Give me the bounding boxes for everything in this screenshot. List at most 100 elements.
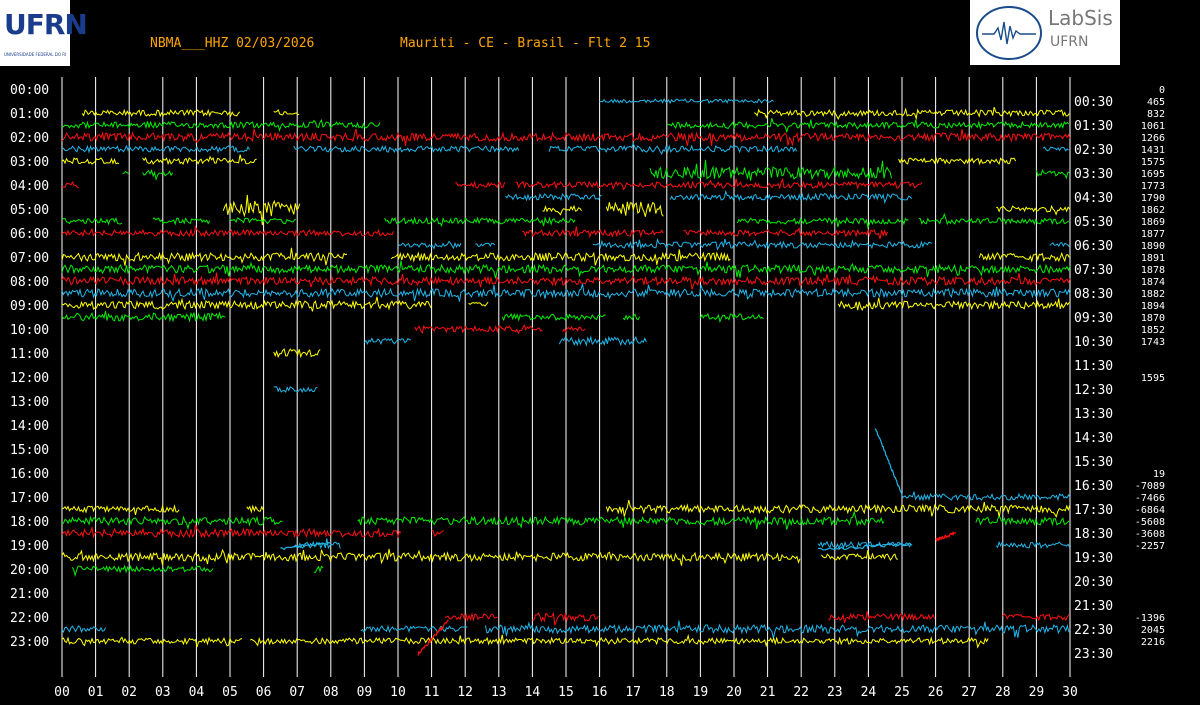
y-tick-label-right: 08:30 — [1074, 287, 1113, 302]
y-tick-label-right: 16:30 — [1074, 479, 1113, 494]
y-tick-label-right: 01:30 — [1074, 119, 1113, 134]
y-tick-label-right: 06:30 — [1074, 239, 1113, 254]
trace-segment-row-10 — [542, 204, 582, 216]
trace-segment-row-35 — [61, 504, 180, 516]
labsis-title: LabSis — [1048, 6, 1113, 30]
trace-segment-row-1 — [599, 98, 774, 105]
line-offset-value: 1877 — [1141, 229, 1165, 240]
trace-segment-row-5 — [61, 144, 250, 154]
line-offset-value: 1894 — [1141, 301, 1165, 312]
trace-segment-row-18 — [837, 297, 1070, 312]
line-offset-value: -3608 — [1135, 529, 1165, 540]
x-tick-label: 13 — [491, 685, 507, 700]
x-tick-label: 02 — [121, 685, 137, 700]
x-tick-label: 05 — [222, 685, 238, 700]
y-tick-label-left: 03:00 — [10, 155, 49, 170]
x-tick-label: 00 — [54, 685, 70, 700]
ufrn-logo-subtitle: UNIVERSIDADE FEDERAL DO RIO GRANDE DO NO… — [4, 52, 66, 57]
line-offset-value: -2257 — [1135, 541, 1165, 552]
trace-segment-row-2 — [81, 108, 241, 118]
trace-segment-row-36 — [61, 515, 283, 531]
trace-segment-row-13 — [1049, 242, 1070, 248]
trace-segment-row-35 — [246, 504, 264, 514]
x-tick-label: 19 — [693, 685, 709, 700]
line-offset-value: 1874 — [1141, 277, 1165, 288]
y-tick-label-right: 22:30 — [1074, 623, 1113, 638]
trace-segment-row-18 — [468, 301, 489, 307]
y-tick-label-left: 18:00 — [10, 515, 49, 530]
x-tick-label: 29 — [1029, 685, 1045, 700]
trace-segment-row-14 — [390, 249, 731, 266]
y-tick-label-left: 17:00 — [10, 491, 49, 506]
grid-lines — [61, 77, 1071, 677]
trace-segment-row-45 — [360, 624, 468, 634]
line-offset-value: 1862 — [1141, 205, 1165, 216]
line-offset-value: -6864 — [1135, 505, 1165, 516]
line-offset-value: 1869 — [1141, 217, 1165, 228]
trace-segment-row-11 — [736, 216, 909, 230]
location-label: Mauriti - CE - Brasil - Flt 2 15 — [400, 36, 651, 51]
x-tick-label: 09 — [357, 685, 373, 700]
line-offset-value: 1695 — [1141, 169, 1165, 180]
trace-segment-row-22 — [273, 348, 321, 359]
trace-segment-row-7 — [142, 169, 174, 181]
trace-segment-row-44 — [1002, 613, 1070, 622]
trace-segment-row-10 — [605, 201, 664, 217]
y-tick-label-right: 21:30 — [1074, 599, 1113, 614]
x-tick-label: 25 — [894, 685, 910, 700]
trace-segment-row-46 — [61, 636, 243, 648]
y-tick-label-right: 23:30 — [1074, 647, 1113, 662]
x-tick-label: 08 — [323, 685, 339, 700]
y-tick-label-right: 10:30 — [1074, 335, 1113, 350]
x-tick-label: 24 — [861, 685, 877, 700]
trace-segment-row-9 — [669, 189, 913, 205]
y-tick-label-left: 05:00 — [10, 203, 49, 218]
trace-drift-segment — [280, 541, 331, 551]
trace-segment-row-11 — [61, 217, 123, 226]
trace-segment-row-11 — [384, 216, 576, 227]
y-tick-label-right: 12:30 — [1074, 383, 1113, 398]
trace-segment-row-2 — [273, 108, 300, 116]
x-tick-label: 27 — [961, 685, 977, 700]
x-tick-label: 17 — [625, 685, 641, 700]
trace-segment-row-11 — [229, 217, 297, 225]
trace-segment-row-4 — [61, 128, 1071, 147]
y-tick-label-right: 00:30 — [1074, 95, 1113, 110]
trace-segment-row-13 — [475, 242, 496, 248]
y-tick-label-right: 13:30 — [1074, 407, 1113, 422]
y-tick-label-right: 02:30 — [1074, 143, 1113, 158]
y-tick-label-left: 23:00 — [10, 635, 49, 650]
y-tick-label-left: 16:00 — [10, 467, 49, 482]
line-offset-value: 832 — [1147, 109, 1165, 120]
y-tick-label-left: 08:00 — [10, 275, 49, 290]
trace-segment-row-39 — [821, 550, 898, 561]
y-tick-label-left: 00:00 — [10, 83, 49, 98]
trace-segment-row-7 — [1035, 169, 1070, 180]
trace-segment-row-3 — [61, 118, 381, 132]
x-tick-label: 10 — [390, 685, 406, 700]
x-tick-label: 30 — [1062, 685, 1078, 700]
line-offset-value: -7466 — [1135, 493, 1165, 504]
trace-segment-row-34 — [901, 491, 1071, 502]
y-tick-label-right: 15:30 — [1074, 455, 1113, 470]
trace-segment-row-15 — [61, 260, 1071, 279]
y-tick-label-left: 10:00 — [10, 323, 49, 338]
y-tick-label-right: 03:30 — [1074, 167, 1113, 182]
line-offset-value: 2045 — [1141, 625, 1165, 636]
x-tick-label: 12 — [457, 685, 473, 700]
trace-segment-row-3 — [666, 118, 1070, 134]
trace-segment-row-37 — [61, 524, 402, 539]
y-tick-label-right: 09:30 — [1074, 311, 1113, 326]
axis-labels: 00 01 02 03 04 05 06 07 08 09 10 11 12 13 14 15 16 17 18 19… — [10, 83, 1165, 700]
trace-segment-row-19 — [699, 312, 764, 324]
y-tick-label-left: 13:00 — [10, 395, 49, 410]
trace-segment-row-9 — [505, 192, 602, 202]
trace-segment-row-19 — [622, 313, 641, 321]
y-tick-label-left: 22:00 — [10, 611, 49, 626]
trace-segment-row-44 — [532, 611, 599, 626]
y-tick-label-left: 14:00 — [10, 419, 49, 434]
trace-segment-row-21 — [558, 335, 647, 347]
y-tick-label-right: 18:30 — [1074, 527, 1113, 542]
trace-segment-row-12 — [522, 226, 664, 239]
